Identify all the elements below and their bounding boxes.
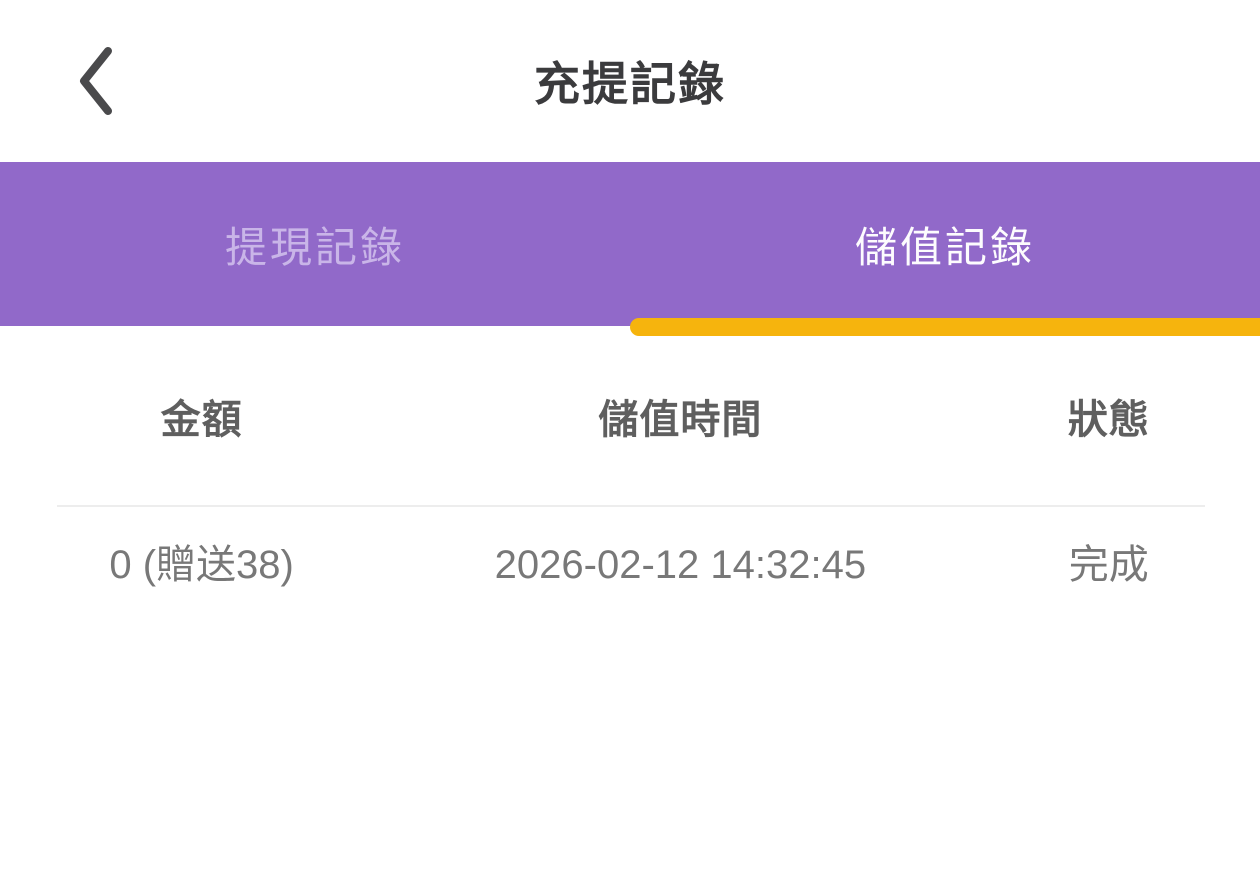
table-row: 0 (贈送38) 2026-02-12 14:32:45 完成 (0, 541, 1260, 589)
table-header-row: 金額 儲值時間 狀態 (0, 326, 1260, 444)
record-status: 完成 (1068, 543, 1149, 587)
page-title: 充提記錄 (534, 58, 726, 110)
tab-deposit-records[interactable]: 儲值記錄 (630, 162, 1260, 326)
column-header-status: 狀態 (1067, 398, 1150, 442)
tab-withdrawal-label: 提現記錄 (224, 223, 405, 271)
tab-withdrawal-records[interactable]: 提現記錄 (0, 162, 630, 326)
deposit-records-table: 金額 儲值時間 狀態 0 (贈送38) 2026-02-12 14:32:45 … (0, 326, 1260, 589)
record-amount: 0 (贈送38) (109, 543, 294, 587)
column-header-amount: 金額 (160, 398, 243, 442)
record-time: 2026-02-12 14:32:45 (494, 543, 867, 587)
column-header-time: 儲值時間 (598, 398, 763, 442)
chevron-left-icon (76, 45, 116, 117)
app-header: 充提記錄 (0, 0, 1260, 162)
active-tab-underline (630, 318, 1260, 336)
table-divider (57, 505, 1205, 507)
back-button[interactable] (60, 36, 132, 126)
record-type-tab-bar: 提現記錄 儲值記錄 (0, 162, 1260, 336)
tab-deposit-label: 儲值記錄 (854, 223, 1035, 271)
